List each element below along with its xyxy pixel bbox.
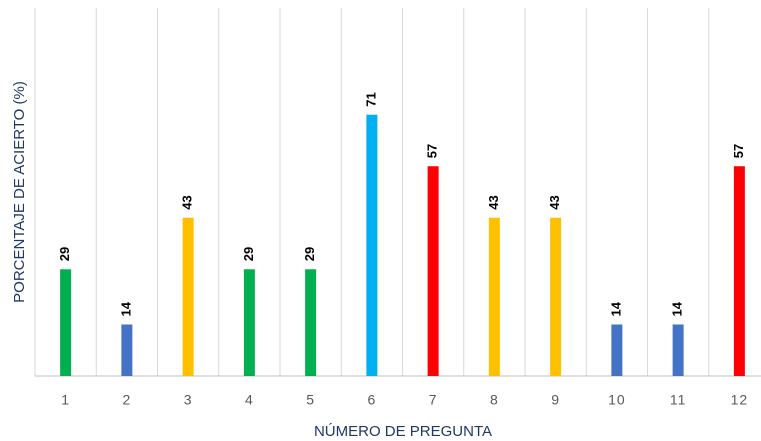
bar [305,269,317,376]
bar [182,217,194,376]
bar [243,269,255,376]
bar [121,324,133,376]
x-tick-label: 4 [245,392,254,408]
x-axis-title: NÚMERO DE PREGUNTA [314,423,492,440]
data-label: 57 [731,144,746,158]
bar [366,114,378,376]
data-label: 71 [363,92,378,106]
x-tick-label: 8 [490,392,499,408]
data-label: 14 [670,301,685,316]
x-tick-label: 5 [306,392,315,408]
bar [611,324,623,376]
x-tick-label: 6 [367,392,376,408]
data-label: 14 [118,301,133,316]
y-axis-title: PORCENTAJE DE ACIERTO (%) [11,81,28,303]
x-tick-label: 12 [731,392,749,408]
x-tick-label: 9 [551,392,560,408]
bar [550,217,562,376]
x-tick-label: 11 [670,392,687,408]
x-tick-label: 1 [61,392,70,408]
bar [672,324,684,376]
bar [733,166,745,376]
x-tick-label: 3 [184,392,193,408]
x-tick-label: 7 [429,392,438,408]
data-label: 14 [608,301,623,316]
x-tick-label: 10 [608,392,626,408]
data-label: 57 [425,144,440,158]
data-label: 29 [57,247,72,261]
bar [427,166,439,376]
data-label: 29 [241,247,256,261]
bar [60,269,72,376]
bar [488,217,500,376]
data-label: 43 [486,195,501,209]
data-label: 43 [547,195,562,209]
x-tick-label: 2 [122,392,131,408]
data-label: 29 [302,247,317,261]
data-label: 43 [180,195,195,209]
